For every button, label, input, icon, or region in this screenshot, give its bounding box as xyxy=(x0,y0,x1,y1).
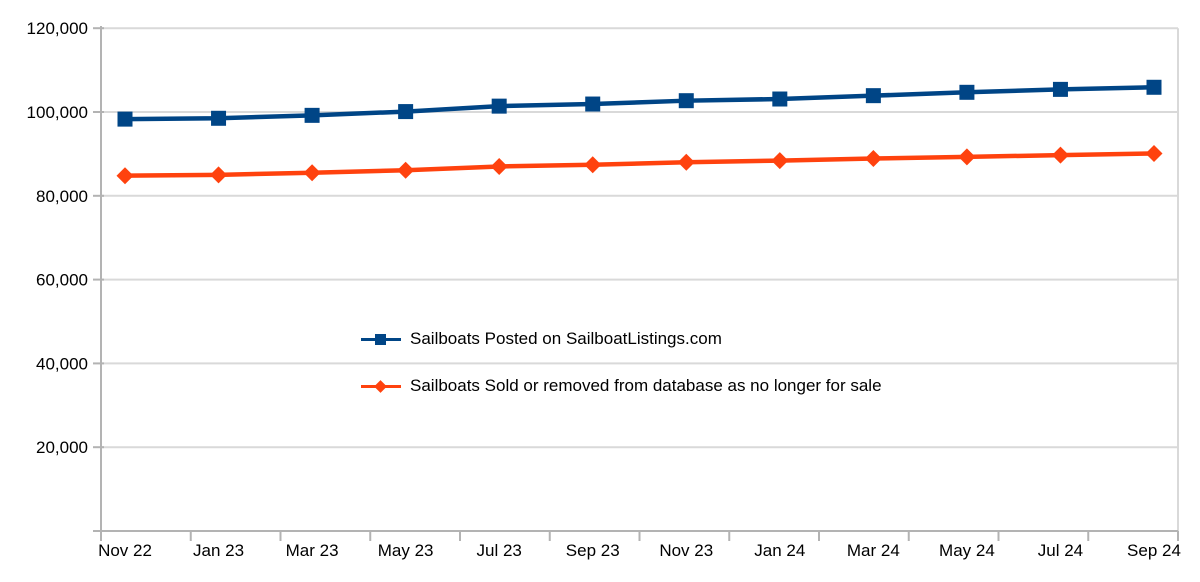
y-tick-label: 120,000 xyxy=(27,19,88,38)
legend-label-posted: Sailboats Posted on SailboatListings.com xyxy=(410,329,722,348)
legend-swatch-posted xyxy=(361,331,401,348)
legend-item-sold: Sailboats Sold or removed from database … xyxy=(361,374,882,398)
data-point-diamond-marker xyxy=(864,150,882,168)
data-point-diamond-marker xyxy=(490,157,508,175)
x-tick-label: Nov 22 xyxy=(98,541,152,560)
legend-label-sold: Sailboats Sold or removed from database … xyxy=(410,376,882,395)
data-point-diamond-marker xyxy=(958,148,976,166)
x-tick-label: Jul 24 xyxy=(1038,541,1083,560)
x-tick-label: Jul 23 xyxy=(476,541,521,560)
x-tick-label: Mar 24 xyxy=(847,541,900,560)
data-point-diamond-marker xyxy=(303,164,321,182)
data-point-square-marker xyxy=(211,110,227,126)
y-tick-label: 20,000 xyxy=(36,438,88,457)
data-point-square-marker xyxy=(304,107,320,123)
data-point-square-marker xyxy=(1052,81,1068,97)
y-tick-label: 100,000 xyxy=(27,103,88,122)
data-point-square-marker xyxy=(491,98,507,114)
x-tick-label: Sep 23 xyxy=(566,541,620,560)
x-tick-label: Jan 24 xyxy=(754,541,805,560)
data-point-diamond-marker xyxy=(210,166,228,184)
data-point-square-marker xyxy=(117,111,133,127)
y-tick-label: 60,000 xyxy=(36,271,88,290)
data-point-diamond-marker xyxy=(1051,146,1069,164)
x-tick-label: Mar 23 xyxy=(286,541,339,560)
data-point-diamond-marker xyxy=(584,156,602,174)
data-point-square-marker xyxy=(585,96,601,112)
x-tick-label: Jan 23 xyxy=(193,541,244,560)
data-point-diamond-marker xyxy=(771,152,789,170)
data-point-diamond-marker xyxy=(1145,144,1163,162)
series-line-sold xyxy=(124,151,1155,178)
data-point-square-marker xyxy=(865,88,881,104)
data-point-square-marker xyxy=(678,93,694,109)
y-tick-label: 40,000 xyxy=(36,354,88,373)
y-tick-label: 80,000 xyxy=(36,187,88,206)
legend-swatch-sold xyxy=(361,378,401,395)
legend: Sailboats Posted on SailboatListings.com… xyxy=(361,327,882,421)
x-tick-label: Sep 24 xyxy=(1127,541,1181,560)
x-tick-label: May 23 xyxy=(378,541,434,560)
data-point-square-marker xyxy=(772,91,788,107)
data-point-diamond-marker xyxy=(677,153,695,171)
square-marker-icon xyxy=(375,333,386,345)
data-point-diamond-marker xyxy=(397,161,415,179)
data-point-square-marker xyxy=(1146,79,1162,95)
data-point-square-marker xyxy=(398,104,414,120)
x-tick-label: May 24 xyxy=(939,541,995,560)
data-point-square-marker xyxy=(959,84,975,100)
series-line-posted xyxy=(124,85,1155,122)
x-tick-label: Nov 23 xyxy=(659,541,713,560)
diamond-marker-icon xyxy=(374,379,387,393)
legend-item-posted: Sailboats Posted on SailboatListings.com xyxy=(361,327,882,351)
data-point-diamond-marker xyxy=(116,167,134,185)
